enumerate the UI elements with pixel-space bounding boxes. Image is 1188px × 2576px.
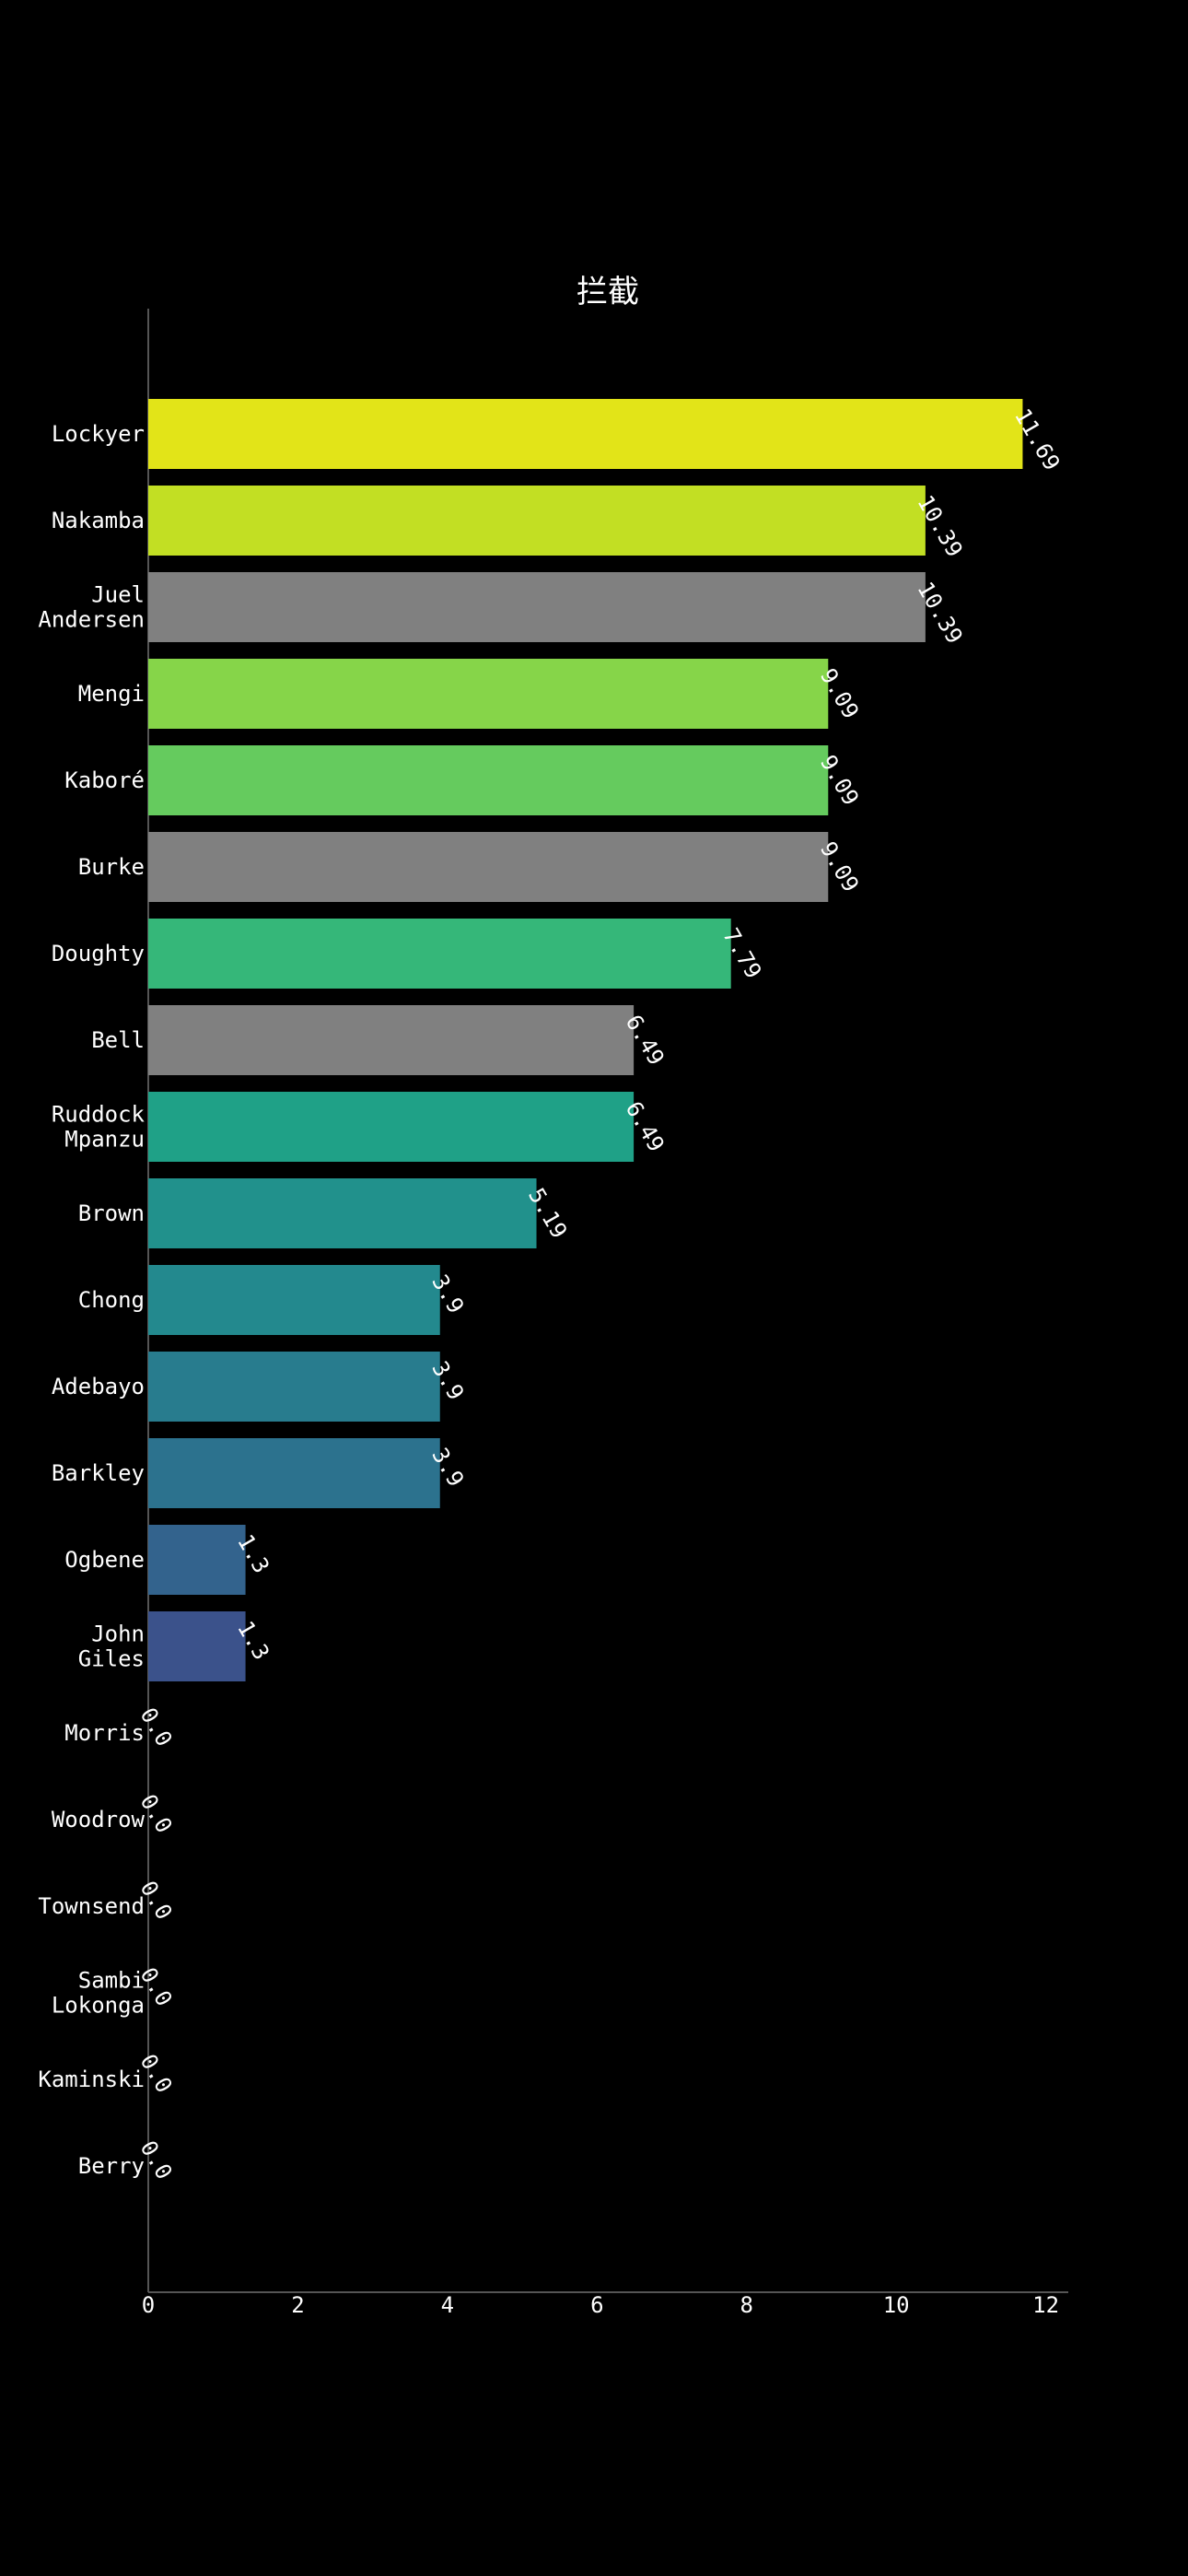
category-label-line: John xyxy=(91,1622,145,1647)
category-label-line: Bell xyxy=(91,1027,145,1053)
category-label-line: Adebayo xyxy=(52,1374,145,1399)
category-label-line: Morris xyxy=(64,1720,145,1746)
category-label-line: Sambi xyxy=(78,1968,145,1994)
x-tick-label: 8 xyxy=(740,2292,753,2318)
category-label: Doughty xyxy=(52,941,145,966)
category-label-line: Mengi xyxy=(78,681,145,707)
bar xyxy=(148,745,829,815)
category-label: Burke xyxy=(78,854,145,880)
category-label: Mengi xyxy=(78,681,145,707)
x-tick-label: 6 xyxy=(590,2292,603,2318)
category-label: Ruddock Mpanzu xyxy=(52,1102,146,1153)
bar xyxy=(148,1265,440,1335)
bars-group xyxy=(148,399,1023,1681)
bar xyxy=(148,1092,635,1162)
bar xyxy=(148,486,926,556)
category-label-line: Ruddock xyxy=(52,1102,146,1128)
category-label-line: Doughty xyxy=(52,941,145,966)
category-label-line: Juel xyxy=(91,582,145,608)
category-label: Morris xyxy=(64,1720,145,1746)
category-label-line: Kaboré xyxy=(64,767,145,793)
category-label-line: Giles xyxy=(78,1646,145,1672)
category-label: Kaboré xyxy=(64,767,145,793)
category-labels-group: Lockyer Nakamba Juel Andersen Mengi Kaboré Bur… xyxy=(38,421,145,2179)
category-label-line: Chong xyxy=(78,1287,145,1313)
category-label-line: Burke xyxy=(78,854,145,880)
category-label-line: Woodrow xyxy=(52,1807,146,1832)
bar xyxy=(148,1525,246,1595)
category-label: Kaminski xyxy=(38,2067,145,2092)
category-label: Woodrow xyxy=(52,1807,146,1832)
x-tick-label: 10 xyxy=(883,2292,910,2318)
bar xyxy=(148,832,829,902)
bar xyxy=(148,1178,537,1248)
category-label: Adebayo xyxy=(52,1374,145,1399)
bar xyxy=(148,1352,440,1422)
category-label-line: Andersen xyxy=(38,607,145,633)
category-label-line: Kaminski xyxy=(38,2067,145,2092)
category-label: Bell xyxy=(91,1027,145,1053)
category-label: Townsend xyxy=(38,1893,145,1919)
category-label: John Giles xyxy=(78,1622,145,1672)
bar xyxy=(148,399,1023,469)
x-tick-label: 12 xyxy=(1032,2292,1059,2318)
bar xyxy=(148,1005,635,1075)
chart-title: 拦截 xyxy=(577,274,639,310)
category-label: Nakamba xyxy=(52,508,145,533)
category-label: Sambi Lokonga xyxy=(52,1968,145,2019)
category-label-line: Townsend xyxy=(38,1893,145,1919)
category-label-line: Barkley xyxy=(52,1460,145,1486)
category-label: Barkley xyxy=(52,1460,145,1486)
x-tick-label: 4 xyxy=(441,2292,454,2318)
bar xyxy=(148,919,731,989)
category-label: Juel Andersen xyxy=(38,582,145,633)
category-label: Berry xyxy=(78,2153,145,2179)
x-tick-label: 2 xyxy=(291,2292,304,2318)
x-ticks-group: 0 2 4 6 8 10 12 xyxy=(142,2292,1059,2318)
category-label-line: Berry xyxy=(78,2153,145,2179)
bar xyxy=(148,1611,246,1681)
x-tick-label: 0 xyxy=(142,2292,155,2318)
bar xyxy=(148,572,926,642)
category-label: Ogbene xyxy=(64,1547,145,1573)
category-label: Chong xyxy=(78,1287,145,1313)
category-label-line: Lokonga xyxy=(52,1993,145,2019)
category-label-line: Ogbene xyxy=(64,1547,145,1573)
category-label-line: Mpanzu xyxy=(64,1127,145,1153)
category-label: Lockyer xyxy=(52,421,145,447)
bar xyxy=(148,659,829,729)
category-label-line: Lockyer xyxy=(52,421,145,447)
category-label-line: Nakamba xyxy=(52,508,145,533)
category-label: Brown xyxy=(78,1200,145,1226)
category-label-line: Brown xyxy=(78,1200,145,1226)
bar xyxy=(148,1438,440,1508)
